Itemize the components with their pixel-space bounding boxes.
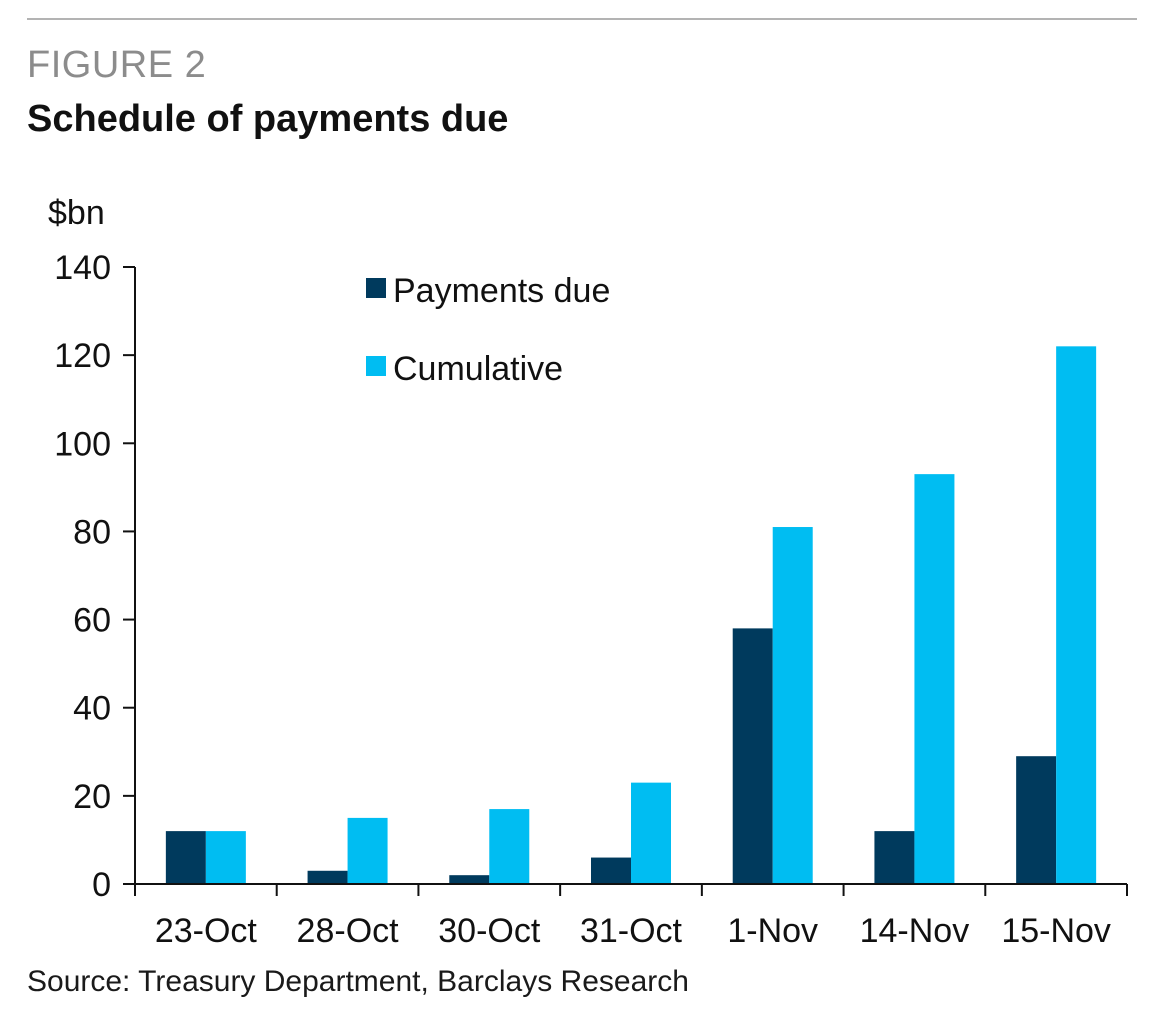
legend-swatch-1: [366, 356, 386, 376]
bar-cumulative-6: [1056, 346, 1097, 884]
x-tick-label-5: 14-Nov: [860, 912, 970, 950]
bar-cumulative-0: [205, 831, 246, 884]
axes-layer: 0 20 40 60 80 100 120 140 23-Oct 28-Oct 30-Oct 31-O…: [54, 249, 1128, 950]
x-tick-label-3: 31-Oct: [580, 912, 683, 950]
legend-label-0: Payments due: [393, 272, 610, 310]
x-tick-label-0: 23-Oct: [155, 912, 258, 950]
y-tick-label-120: 120: [54, 337, 111, 375]
legend-swatch-0: [366, 278, 386, 298]
chart-title: Schedule of payments due: [27, 98, 509, 140]
y-tick-label-20: 20: [73, 778, 111, 816]
y-tick-label-40: 40: [73, 690, 111, 728]
bar-cumulative-2: [489, 809, 530, 884]
bar-cumulative-1: [347, 817, 388, 884]
x-tick-label-4: 1-Nov: [727, 912, 818, 950]
bar-cumulative-3: [631, 782, 671, 884]
source-note: Source: Treasury Department, Barclays Re…: [27, 965, 689, 998]
y-tick-label-140: 140: [54, 249, 111, 287]
x-tick-label-1: 28-Oct: [297, 912, 400, 950]
y-tick-label-80: 80: [73, 513, 111, 551]
x-tick-label-6: 15-Nov: [1001, 912, 1111, 950]
y-axis-label: $bn: [48, 194, 105, 232]
bar-payments-due-2: [449, 875, 490, 884]
legend: Payments due Cumulative: [366, 272, 610, 388]
bars-layer: [165, 346, 1097, 884]
bar-payments-due-6: [1016, 756, 1057, 884]
bar-cumulative-4: [772, 527, 813, 884]
figure-label: FIGURE 2: [27, 44, 207, 86]
bar-payments-due-3: [591, 857, 631, 884]
bar-payments-due-4: [732, 628, 773, 884]
y-tick-label-0: 0: [92, 866, 111, 904]
bar-cumulative-5: [914, 474, 955, 884]
bar-payments-due-1: [307, 870, 348, 884]
bar-payments-due-5: [874, 831, 915, 884]
top-rule: [27, 18, 1137, 20]
y-tick-label-100: 100: [54, 425, 111, 463]
y-tick-label-60: 60: [73, 602, 111, 640]
x-tick-label-2: 30-Oct: [438, 912, 541, 950]
legend-label-1: Cumulative: [393, 350, 563, 388]
bar-payments-due-0: [165, 831, 206, 884]
